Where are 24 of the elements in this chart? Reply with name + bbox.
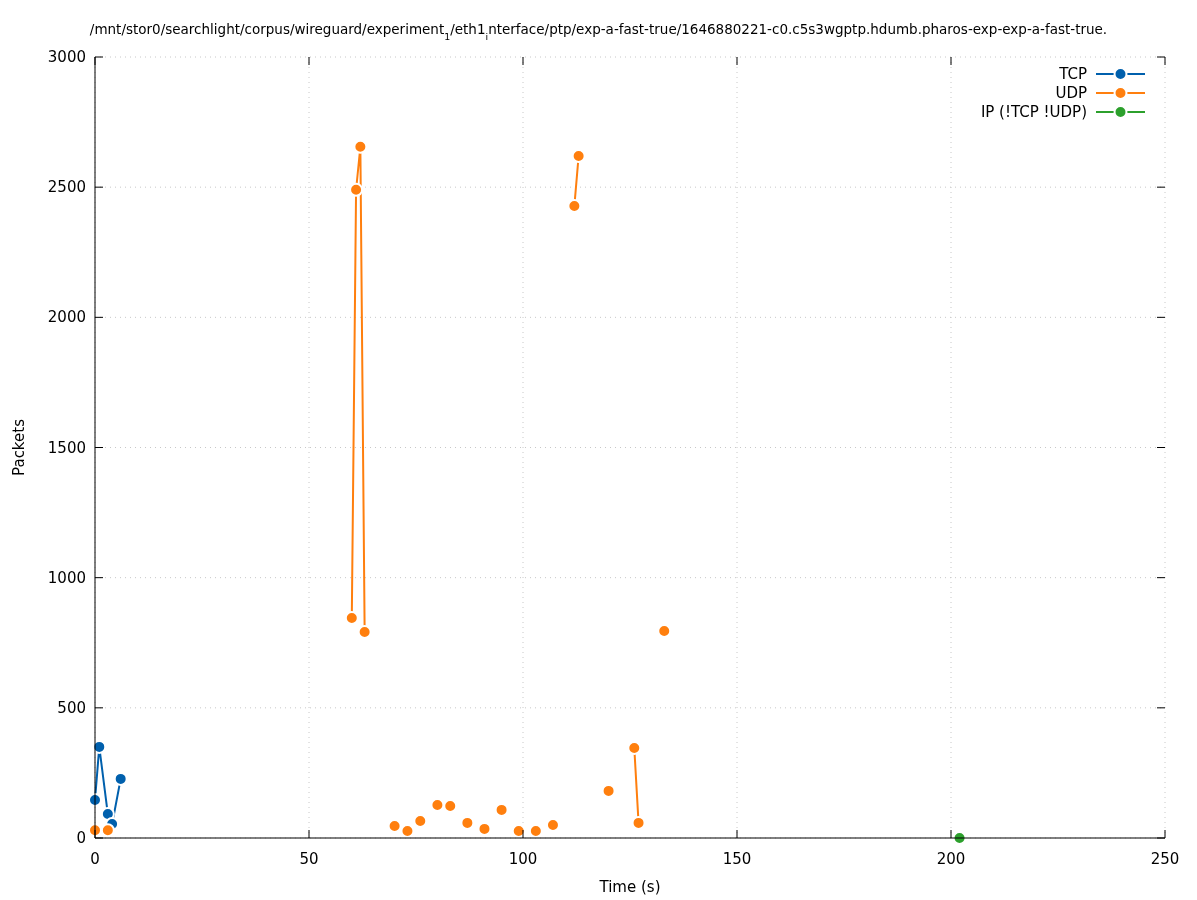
x-tick-label: 100 bbox=[508, 850, 538, 868]
point bbox=[353, 139, 368, 154]
legend-label: TCP bbox=[1058, 65, 1087, 83]
x-tick-label: 50 bbox=[299, 850, 319, 868]
legend-label: UDP bbox=[1055, 84, 1087, 102]
y-tick-label: 2500 bbox=[47, 178, 86, 197]
y-tick-label: 1500 bbox=[47, 438, 86, 457]
y-tick-label: 500 bbox=[57, 698, 86, 717]
x-tick-label: 200 bbox=[936, 850, 966, 868]
point bbox=[100, 823, 115, 838]
y-axis-title: Packets bbox=[10, 418, 28, 476]
point bbox=[567, 198, 582, 213]
point bbox=[631, 815, 646, 830]
x-tick-label: 150 bbox=[722, 850, 752, 868]
point bbox=[349, 182, 364, 197]
y-tick-label: 1000 bbox=[47, 568, 86, 587]
chart-title: /mnt/stor0/searchlight/corpus/wireguard/experiment$_{1}$/eth1$_{i}$nterface/ptp/exp-a-fast-true/1646880221-c0.c5s3wgptp.hdumb.pharos-exp-exp-a-fast-true. bbox=[89, 21, 1108, 42]
y-tick-label: 3000 bbox=[47, 48, 86, 66]
legend-label: IP (!TCP !UDP) bbox=[980, 103, 1087, 121]
y-tick-label: 2000 bbox=[47, 308, 86, 327]
x-axis-title: Time (s) bbox=[598, 878, 661, 896]
y-tick-label: 0 bbox=[76, 829, 86, 847]
x-tick-label: 250 bbox=[1150, 850, 1180, 868]
x-tick-label: 0 bbox=[90, 850, 100, 868]
